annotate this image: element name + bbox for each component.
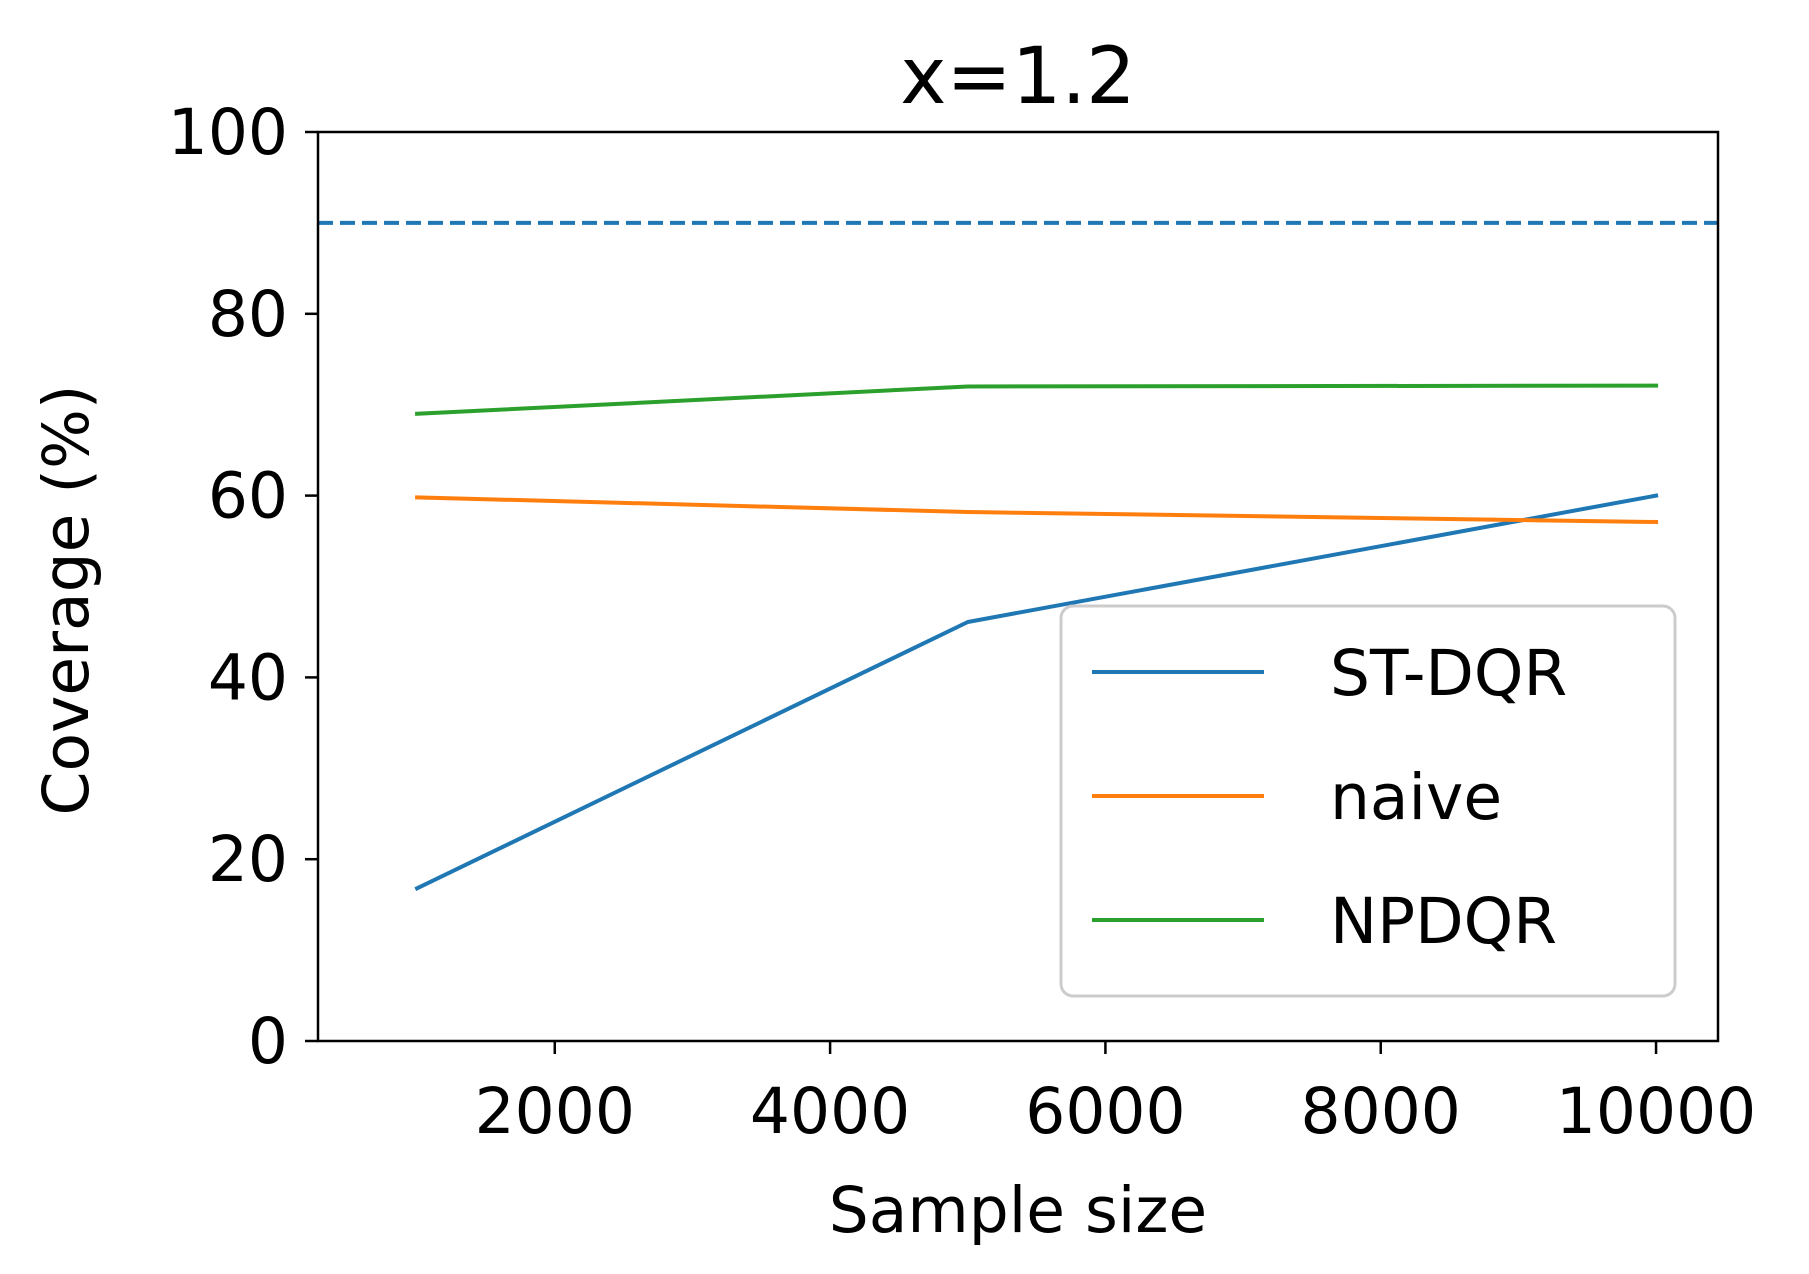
y-tick-label: 80 (208, 278, 288, 351)
series-line-st-dqr (414, 493, 1659, 891)
y-tick-label: 0 (248, 1005, 288, 1078)
x-tick-label: 4000 (750, 1075, 910, 1148)
series-layer (414, 383, 1659, 891)
legend-label: ST-DQR (1330, 637, 1567, 710)
y-tick-label: 60 (208, 460, 288, 533)
y-tick-label: 20 (208, 823, 288, 896)
series-line-npdqr (415, 383, 1659, 416)
x-axis-label: Sample size (829, 1174, 1207, 1247)
x-tick-label: 2000 (475, 1075, 635, 1148)
y-tick-label: 100 (168, 96, 288, 169)
legend-label: naive (1330, 761, 1502, 834)
chart-title: x=1.2 (900, 32, 1136, 122)
y-axis-label: Coverage (%) (30, 385, 103, 816)
x-tick-label: 8000 (1301, 1075, 1461, 1148)
ticks-layer: 2000 4000 6000 8000 10000 0 20 40 60 80 100 (168, 96, 1757, 1148)
x-tick-label: 6000 (1025, 1075, 1185, 1148)
x-tick-label: 10000 (1556, 1075, 1756, 1148)
series-line-naive (415, 495, 1659, 525)
y-tick-label: 40 (208, 641, 288, 714)
legend-frame (1059, 604, 1677, 998)
plot-frame (316, 130, 1720, 1043)
legend: ST-DQR naive NPDQR (1059, 604, 1677, 998)
legend-label: NPDQR (1330, 885, 1557, 958)
legend-items: ST-DQR naive NPDQR (1092, 637, 1567, 958)
axes-layer (316, 130, 1720, 1043)
